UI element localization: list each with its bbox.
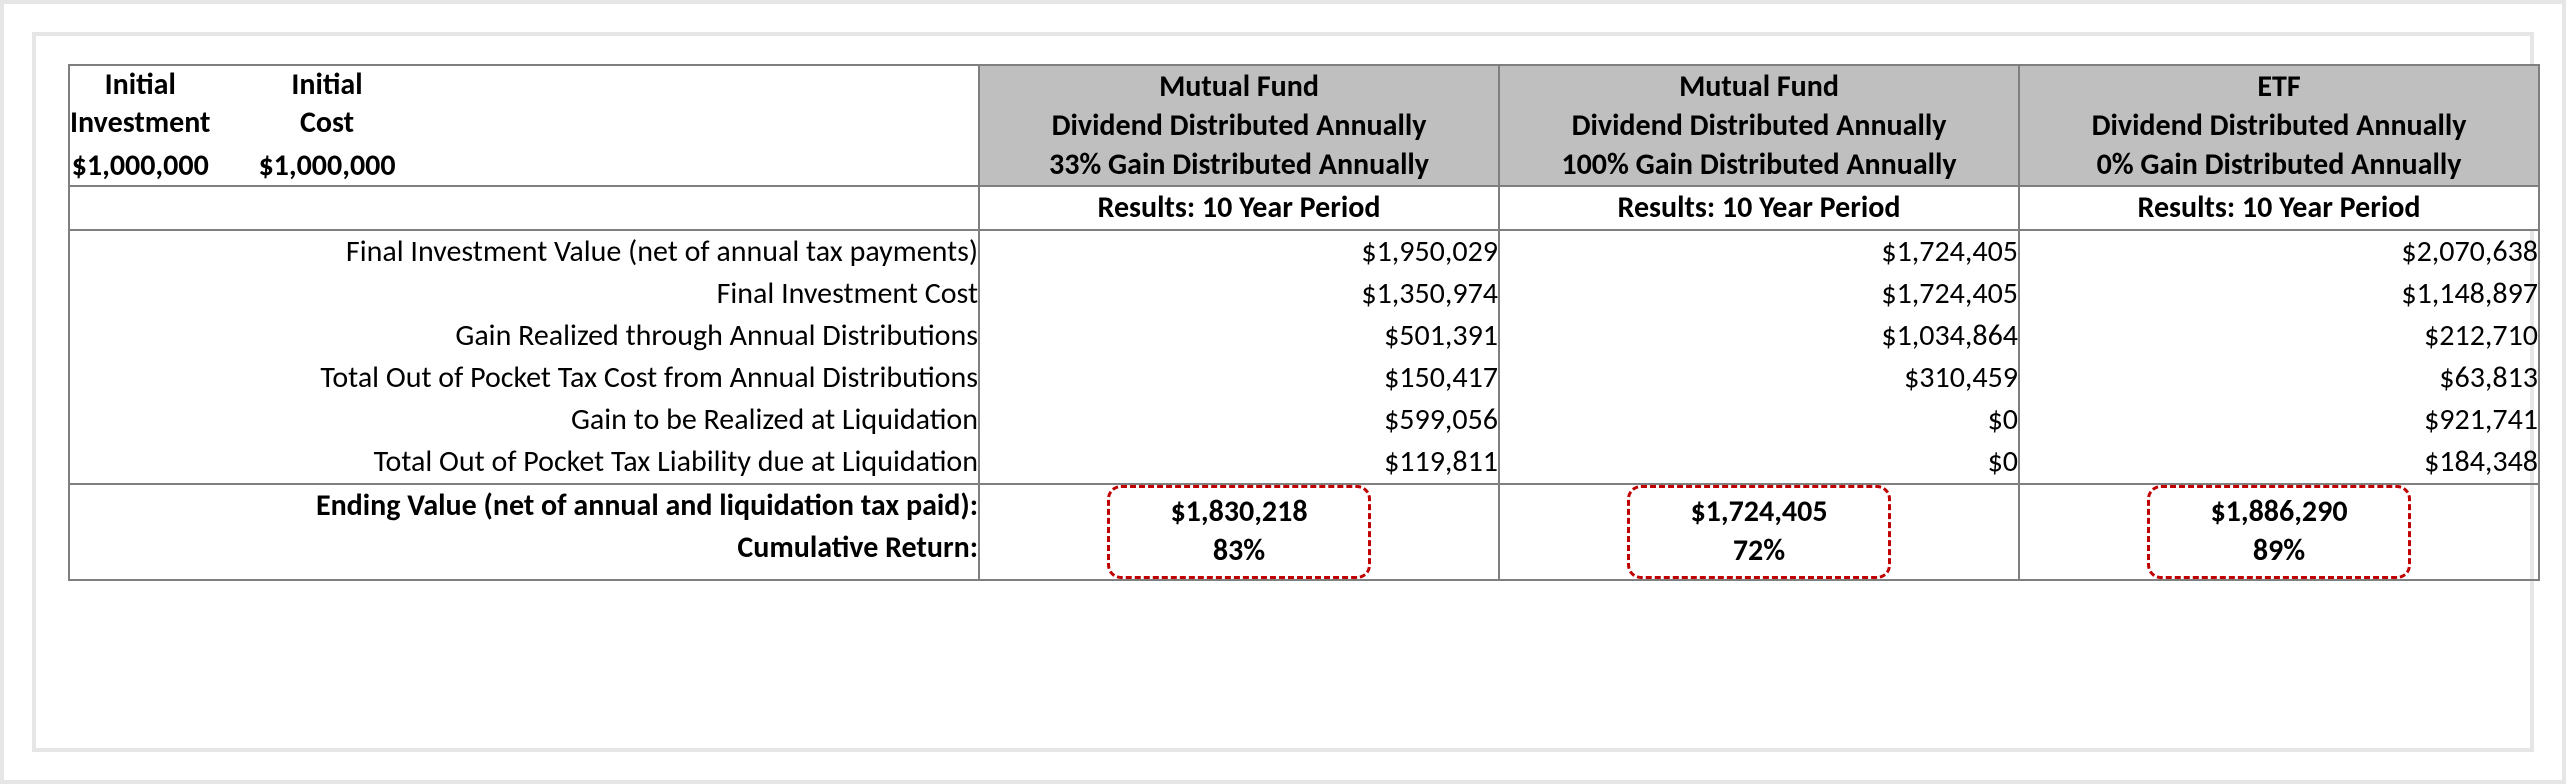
results-left-spacer bbox=[69, 186, 979, 230]
scenario-1-ending: $1,830,218 83% bbox=[979, 484, 1499, 580]
initial-investment-value: $1,000,000 bbox=[72, 147, 209, 185]
scenario-1-header: Mutual Fund Dividend Distributed Annuall… bbox=[979, 65, 1499, 186]
row-val: $1,034,864 bbox=[1499, 315, 2019, 357]
row-val: $1,724,405 bbox=[1499, 273, 2019, 315]
scenario-2-header: Mutual Fund Dividend Distributed Annuall… bbox=[1499, 65, 2019, 186]
row-val: $1,148,897 bbox=[2019, 273, 2539, 315]
header-row: Initial Investment $1,000,000 Initial Co… bbox=[69, 65, 2539, 186]
ending-value: $1,886,290 bbox=[2210, 492, 2347, 531]
row-label: Final Investment Cost bbox=[69, 273, 979, 315]
table-row: Total Out of Pocket Tax Cost from Annual… bbox=[69, 357, 2539, 399]
highlight-box: $1,724,405 72% bbox=[1627, 485, 1890, 579]
row-label: Final Investment Value (net of annual ta… bbox=[69, 230, 979, 273]
row-val: $184,348 bbox=[2019, 441, 2539, 484]
row-val: $150,417 bbox=[979, 357, 1499, 399]
ending-row: Ending Value (net of annual and liquidat… bbox=[69, 484, 2539, 580]
initial-cost-label-2: Cost bbox=[300, 104, 354, 142]
scenario-2-h2: Dividend Distributed Annually bbox=[1500, 106, 2018, 145]
highlight-box: $1,886,290 89% bbox=[2147, 485, 2410, 579]
outer-frame: Initial Investment $1,000,000 Initial Co… bbox=[0, 0, 2566, 784]
ending-value: $1,830,218 bbox=[1170, 492, 1307, 531]
ending-label-2: Cumulative Return: bbox=[70, 527, 978, 569]
cumulative-return: 83% bbox=[1170, 531, 1307, 570]
row-label: Total Out of Pocket Tax Cost from Annual… bbox=[69, 357, 979, 399]
scenario-2-h3: 100% Gain Distributed Annually bbox=[1500, 145, 2018, 184]
row-val: $1,350,974 bbox=[979, 273, 1499, 315]
scenario-2-ending: $1,724,405 72% bbox=[1499, 484, 2019, 580]
scenario-2-h1: Mutual Fund bbox=[1500, 67, 2018, 106]
scenario-3-header: ETF Dividend Distributed Annually 0% Gai… bbox=[2019, 65, 2539, 186]
table-row: Gain to be Realized at Liquidation $599,… bbox=[69, 399, 2539, 441]
cumulative-return: 72% bbox=[1690, 531, 1827, 570]
row-val: $2,070,638 bbox=[2019, 230, 2539, 273]
header-left-cell: Initial Investment $1,000,000 Initial Co… bbox=[69, 65, 979, 186]
inner-frame: Initial Investment $1,000,000 Initial Co… bbox=[32, 32, 2534, 752]
scenario-1-h3: 33% Gain Distributed Annually bbox=[980, 145, 1498, 184]
scenario-3-h3: 0% Gain Distributed Annually bbox=[2020, 145, 2538, 184]
results-row: Results: 10 Year Period Results: 10 Year… bbox=[69, 186, 2539, 230]
highlight-box: $1,830,218 83% bbox=[1107, 485, 1370, 579]
row-val: $1,950,029 bbox=[979, 230, 1499, 273]
scenario-3-h1: ETF bbox=[2020, 67, 2538, 106]
row-label: Gain to be Realized at Liquidation bbox=[69, 399, 979, 441]
table-row: Gain Realized through Annual Distributio… bbox=[69, 315, 2539, 357]
scenario-1-h2: Dividend Distributed Annually bbox=[980, 106, 1498, 145]
initial-investment-label-2: Investment bbox=[70, 104, 210, 142]
scenario-3-results-label: Results: 10 Year Period bbox=[2019, 186, 2539, 230]
row-label: Total Out of Pocket Tax Liability due at… bbox=[69, 441, 979, 484]
scenario-3-h2: Dividend Distributed Annually bbox=[2020, 106, 2538, 145]
scenario-1-h1: Mutual Fund bbox=[980, 67, 1498, 106]
initial-investment-block: Initial Investment $1,000,000 bbox=[70, 66, 210, 185]
table-row: Final Investment Value (net of annual ta… bbox=[69, 230, 2539, 273]
ending-labels: Ending Value (net of annual and liquidat… bbox=[69, 484, 979, 580]
scenario-2-results-label: Results: 10 Year Period bbox=[1499, 186, 2019, 230]
initial-cost-label-1: Initial bbox=[291, 66, 362, 104]
initial-cost-value: $1,000,000 bbox=[258, 147, 395, 185]
ending-label-1: Ending Value (net of annual and liquidat… bbox=[70, 485, 978, 527]
row-val: $501,391 bbox=[979, 315, 1499, 357]
row-val: $63,813 bbox=[2019, 357, 2539, 399]
initial-investment-label-1: Initial bbox=[105, 66, 176, 104]
comparison-table: Initial Investment $1,000,000 Initial Co… bbox=[68, 64, 2540, 581]
initial-cost-block: Initial Cost $1,000,000 bbox=[258, 66, 395, 185]
table-row: Final Investment Cost $1,350,974 $1,724,… bbox=[69, 273, 2539, 315]
cumulative-return: 89% bbox=[2210, 531, 2347, 570]
ending-value: $1,724,405 bbox=[1690, 492, 1827, 531]
row-val: $0 bbox=[1499, 399, 2019, 441]
row-val: $1,724,405 bbox=[1499, 230, 2019, 273]
row-val: $310,459 bbox=[1499, 357, 2019, 399]
row-val: $599,056 bbox=[979, 399, 1499, 441]
row-val: $0 bbox=[1499, 441, 2019, 484]
row-val: $119,811 bbox=[979, 441, 1499, 484]
scenario-3-ending: $1,886,290 89% bbox=[2019, 484, 2539, 580]
row-label: Gain Realized through Annual Distributio… bbox=[69, 315, 979, 357]
row-val: $212,710 bbox=[2019, 315, 2539, 357]
scenario-1-results-label: Results: 10 Year Period bbox=[979, 186, 1499, 230]
row-val: $921,741 bbox=[2019, 399, 2539, 441]
table-row: Total Out of Pocket Tax Liability due at… bbox=[69, 441, 2539, 484]
